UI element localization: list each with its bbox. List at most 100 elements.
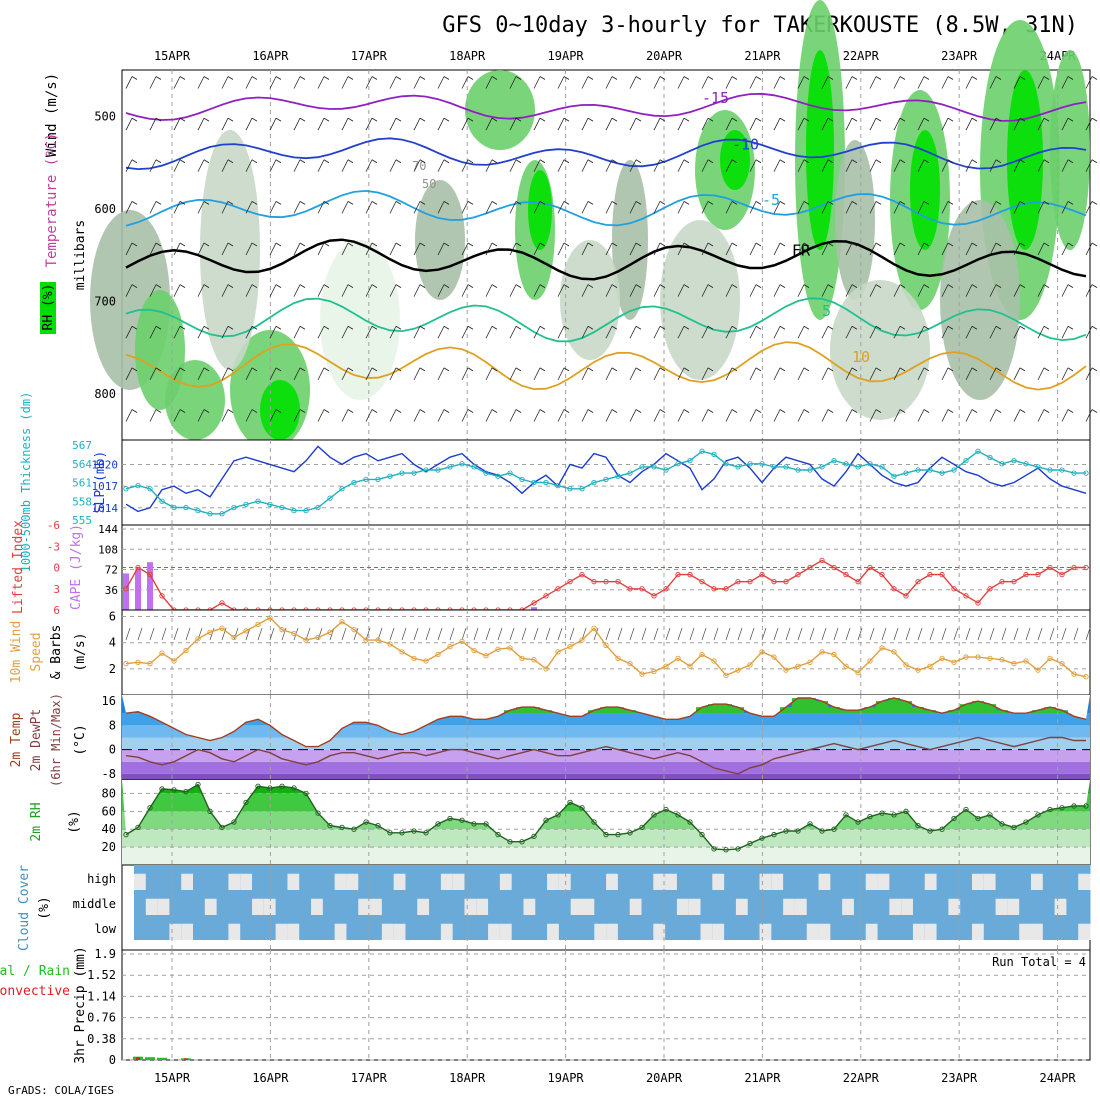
axis-label: 2m RH	[29, 802, 44, 841]
wind-barb-flag	[875, 117, 882, 122]
isotherm-line	[125, 297, 1087, 343]
wind-barb-flag	[275, 325, 282, 330]
wind-barb	[797, 159, 805, 172]
rh-tick-label: 80	[102, 786, 116, 800]
lifted-index-point	[651, 593, 657, 599]
warm-fill	[708, 704, 720, 714]
wind-barb-flag	[803, 76, 810, 80]
wind-barb-flag	[539, 409, 546, 413]
wind-barb-flag	[1043, 159, 1050, 164]
wind-barb-flag	[707, 325, 714, 330]
lifted-index-point	[699, 579, 705, 585]
wind-barb	[725, 159, 733, 172]
thickness-point	[687, 457, 693, 464]
cloud-cell	[488, 865, 501, 890]
wind-barb	[821, 367, 829, 381]
wind-barb	[365, 242, 373, 256]
wind-barb	[1037, 326, 1045, 339]
wind-barb	[701, 409, 709, 422]
wind-barb	[245, 117, 253, 131]
wind-barb	[269, 326, 277, 339]
wind-barb-flag	[851, 76, 858, 80]
lifted-index-point	[903, 593, 909, 599]
date-label-top: 21APR	[744, 49, 781, 63]
isotherm-label: 5	[822, 302, 831, 320]
dewpt-line	[125, 736, 1086, 775]
wind-barb	[293, 76, 301, 89]
wind-barb-flag	[635, 76, 642, 80]
wind-barb-flag	[227, 409, 234, 413]
cloud-cell	[806, 865, 820, 890]
wind-speed-point	[363, 637, 369, 643]
wind-barb-flag	[779, 367, 786, 372]
wind-barb	[605, 284, 613, 297]
wind-barb	[533, 159, 541, 172]
wind-speed-point	[459, 638, 465, 645]
wind-barb	[389, 242, 397, 256]
thickness-point	[627, 470, 633, 476]
wind-barb	[749, 201, 757, 214]
cloud-cell	[853, 915, 867, 940]
lifted-index-point	[927, 571, 933, 578]
wind-barb-flag	[251, 325, 258, 330]
cloud-cell	[653, 890, 666, 915]
date-label-top: 20APR	[646, 49, 683, 63]
wind-barb-flag	[659, 367, 666, 372]
surface-wind-barb	[389, 627, 395, 641]
wind-barb-flag	[371, 409, 378, 413]
wind-barb	[389, 201, 397, 214]
wind-barb-flag	[611, 325, 618, 330]
rh-point	[423, 830, 429, 836]
wind-speed-point	[531, 657, 537, 663]
wind-barb-flag	[707, 409, 714, 413]
wind-barb	[197, 367, 205, 381]
wind-barb-flag	[947, 117, 954, 122]
wind-barb	[581, 201, 589, 214]
cloud-clear-cell	[440, 873, 454, 890]
wind-barb	[893, 409, 901, 422]
wind-barb	[581, 326, 589, 339]
wind-barb	[557, 242, 565, 256]
cloud-cell	[1042, 865, 1056, 890]
wind-barb-flag	[299, 367, 306, 372]
wind-barb-flag	[659, 409, 666, 413]
cloud-clear-cell	[924, 923, 938, 940]
wind-barb-flag	[1091, 201, 1098, 205]
wind-barb	[629, 76, 637, 89]
thickness-point	[987, 454, 993, 461]
rh-point	[159, 786, 165, 792]
cloud-cell	[334, 890, 347, 915]
wind-barb	[173, 284, 181, 297]
wind-barb-flag	[491, 201, 498, 205]
wind-barb	[653, 326, 661, 339]
axis-label: Speed	[29, 632, 44, 671]
wind-barb	[533, 117, 541, 131]
wind-barb	[629, 367, 637, 381]
cloud-cell	[771, 890, 784, 915]
wind-barb	[893, 367, 901, 381]
wind-barb	[653, 409, 661, 422]
wind-speed-point	[255, 621, 261, 628]
wind-barb-flag	[611, 159, 618, 164]
cloud-cell	[169, 890, 182, 915]
cloud-cell	[499, 890, 513, 915]
wind-barb-flag	[827, 201, 834, 205]
surface-wind-barb	[761, 627, 767, 641]
temp-band	[122, 761, 1090, 774]
wind-barb	[797, 76, 805, 89]
surface-wind-barb	[413, 627, 419, 641]
wind-barb-flag	[659, 76, 666, 80]
wind-barb	[1037, 159, 1045, 172]
cloud-cell	[322, 915, 336, 940]
wind-barb	[461, 159, 469, 172]
surface-wind-barb	[1001, 627, 1007, 641]
wind-barb-flag	[395, 367, 402, 372]
cloud-cell	[157, 865, 170, 890]
wind-speed-point	[927, 663, 933, 669]
wind-barb	[701, 76, 709, 89]
cloud-cell	[535, 865, 548, 890]
thickness-point	[807, 467, 813, 473]
wind-speed-point	[879, 645, 885, 651]
wind-speed-point	[231, 634, 237, 641]
